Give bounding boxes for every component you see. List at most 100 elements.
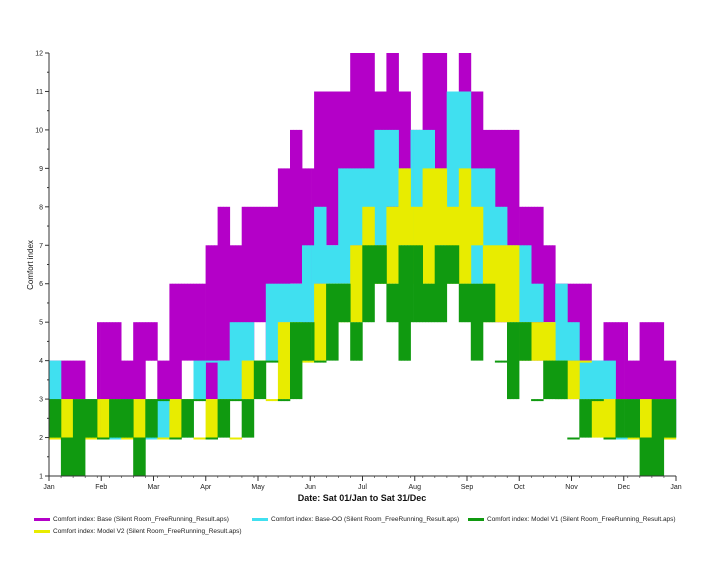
- range-bar-base-oo: [115, 437, 119, 440]
- range-bar-base-oo: [160, 399, 164, 438]
- range-bar-base-oo: [166, 399, 170, 438]
- range-bar-base-oo: [338, 168, 342, 284]
- range-bar-model-v1: [582, 399, 586, 438]
- range-bar-base: [172, 283, 176, 400]
- range-bar-base: [151, 322, 155, 361]
- range-bar-base: [66, 360, 71, 438]
- range-bar-model-v1: [416, 245, 420, 323]
- range-bar-base-oo: [205, 360, 209, 363]
- range-bar-base: [513, 129, 517, 284]
- range-bar-base: [238, 245, 243, 361]
- range-bar-model-v1: [579, 399, 583, 438]
- range-bar-model-v1: [467, 283, 472, 323]
- range-bar-base: [121, 360, 125, 438]
- range-bar-base-oo: [531, 283, 535, 323]
- range-bar-model-v1: [555, 360, 559, 400]
- range-bar-model-v1: [133, 437, 137, 476]
- range-bar-base: [636, 360, 640, 438]
- range-bar-model-v1: [413, 245, 417, 323]
- range-bar-base-oo: [597, 360, 601, 400]
- range-bar-model-v2: [473, 206, 478, 246]
- range-bar-model-v2: [413, 206, 417, 284]
- range-bar-base-oo: [464, 91, 469, 207]
- range-bar-base: [293, 129, 297, 284]
- range-bar-model-v2: [573, 360, 577, 400]
- range-bar-model-v2: [546, 322, 550, 361]
- range-bar-base-oo: [283, 283, 288, 323]
- range-bar-base: [115, 322, 119, 400]
- range-bar-base-oo: [359, 168, 363, 246]
- range-bar-base: [229, 245, 234, 361]
- range-bar-model-v2: [160, 437, 164, 440]
- range-bar-base: [320, 91, 324, 284]
- y-tick-label: 9: [39, 166, 43, 173]
- x-tick-label: Jan: [670, 484, 681, 491]
- range-bar-model-v1: [663, 399, 668, 438]
- range-bar-base-oo: [618, 437, 622, 440]
- range-bar-model-v2: [157, 437, 161, 440]
- range-bar-base-oo: [449, 91, 454, 246]
- x-tick-label: May: [251, 484, 265, 491]
- range-bar-base: [317, 91, 321, 284]
- range-bar-model-v1: [91, 399, 95, 438]
- range-bar-base-oo: [320, 206, 324, 284]
- range-bar-base-oo: [609, 360, 613, 400]
- range-bar-base-oo: [145, 437, 149, 440]
- range-bar-base: [100, 322, 104, 438]
- range-bar-base-oo: [220, 360, 224, 400]
- range-bar-model-v1: [335, 283, 339, 361]
- y-tick-label: 12: [35, 51, 43, 58]
- range-bar-model-v2: [238, 437, 243, 440]
- range-bar-model-v1: [296, 322, 300, 400]
- range-bar-model-v2: [283, 322, 288, 400]
- range-bar-base-oo: [374, 129, 378, 246]
- range-bar-model-v2: [166, 437, 170, 440]
- range-bar-model-v1: [130, 399, 134, 438]
- range-bar-model-v1: [85, 399, 89, 438]
- range-bar-model-v2: [627, 437, 631, 440]
- range-bar-base: [72, 360, 77, 400]
- range-bar-model-v1: [109, 399, 113, 438]
- range-bar-model-v2: [308, 360, 312, 363]
- range-bar-model-v2: [208, 399, 212, 438]
- range-bar-base: [181, 283, 185, 361]
- range-bar-base-oo: [491, 168, 496, 284]
- range-bar-model-v2: [404, 168, 408, 246]
- range-bar-model-v1: [534, 399, 538, 402]
- range-bar-base-oo: [377, 129, 381, 246]
- range-bar-model-v2: [136, 399, 140, 438]
- range-bar-model-v1: [618, 399, 622, 438]
- range-bar-base: [69, 360, 74, 438]
- range-bar-base-oo: [51, 360, 56, 438]
- range-bar-base-oo: [422, 129, 426, 207]
- range-bar-base-oo: [290, 283, 294, 323]
- x-tick-label: Sep: [461, 484, 474, 491]
- range-bar-base: [253, 206, 258, 323]
- range-bar-model-v2: [356, 245, 360, 323]
- range-bar-base: [139, 322, 143, 438]
- range-bar-model-v1: [380, 245, 384, 284]
- range-bar-model-v2: [94, 437, 98, 440]
- range-bar-base-oo: [154, 437, 158, 440]
- range-bar-base-oo: [199, 360, 203, 400]
- x-tick-label: Jan: [43, 484, 54, 491]
- range-bar-model-v1: [386, 283, 390, 323]
- range-bar-model-v2: [127, 437, 131, 440]
- range-bar-model-v1: [621, 399, 625, 438]
- range-bar-model-v2: [362, 206, 366, 284]
- range-bar-model-v1: [253, 360, 258, 400]
- range-bar-model-v2: [202, 437, 206, 440]
- range-bar-model-v2: [645, 399, 650, 438]
- range-bar-model-v1: [172, 437, 176, 440]
- range-bar-model-v2: [54, 437, 59, 440]
- range-bar-model-v2: [603, 399, 607, 438]
- range-bar-model-v2: [440, 168, 445, 246]
- range-bar-model-v2: [443, 168, 448, 246]
- range-bar-model-v1: [428, 283, 432, 323]
- range-bar-base-oo: [356, 168, 360, 246]
- range-bar-model-v1: [543, 360, 547, 400]
- range-bar-base-oo: [585, 360, 589, 400]
- range-bar-model-v1: [567, 437, 571, 440]
- range-bar-model-v1: [48, 399, 53, 438]
- range-bar-base-oo: [594, 360, 598, 400]
